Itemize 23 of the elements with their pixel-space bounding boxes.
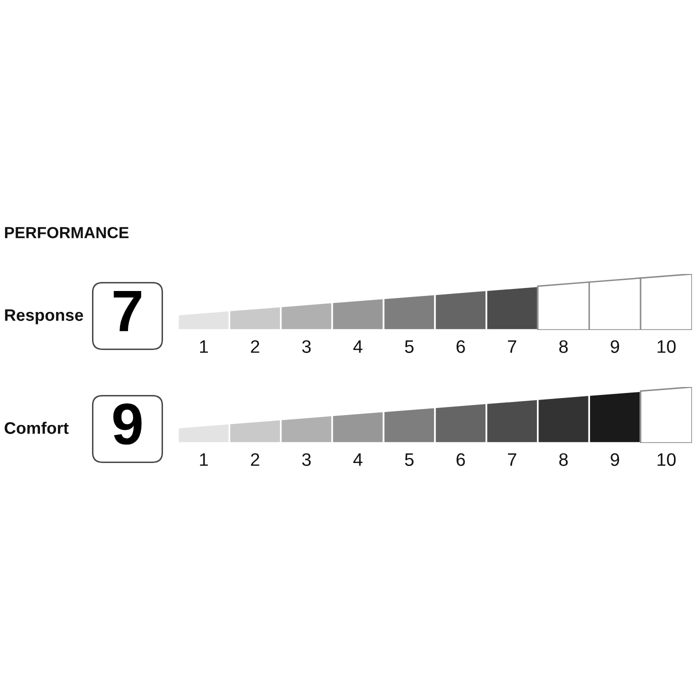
x-tick-label: 5 <box>405 453 414 466</box>
x-tick-label: 2 <box>250 340 260 353</box>
x-tick-label: 9 <box>610 340 620 353</box>
x-tick-label: 8 <box>559 453 568 466</box>
x-tick-label: 3 <box>302 340 311 353</box>
x-tick-label: 5 <box>405 340 414 353</box>
y-tick-label: Comfort <box>4 422 69 434</box>
x-tick-label: 1 <box>200 340 208 353</box>
y-tick-label: Response <box>5 309 84 324</box>
x-tick-label: 2 <box>250 453 260 466</box>
x-tick-label: 6 <box>456 453 465 466</box>
x-tick-label: 6 <box>456 340 465 353</box>
x-tick-label: 8 <box>559 340 568 353</box>
x-tick-label: 10 <box>658 453 676 466</box>
x-tick-label: 1 <box>200 453 208 466</box>
chart-title: PERFORMANCE <box>5 226 128 238</box>
x-tick-label: 4 <box>353 453 362 466</box>
x-tick-label: 9 <box>610 453 620 466</box>
x-tick-label: 3 <box>302 453 311 466</box>
x-tick-label: 4 <box>353 340 362 353</box>
x-tick-label: 7 <box>508 453 516 466</box>
x-tick-label: 7 <box>508 340 516 353</box>
x-tick-label: 10 <box>658 340 676 353</box>
